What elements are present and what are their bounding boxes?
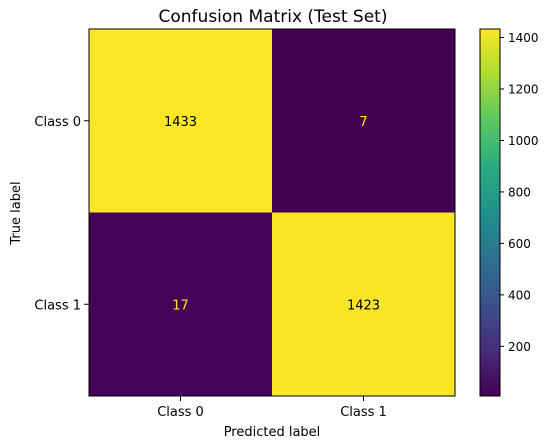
colorbar-tick-label: 1200	[508, 82, 539, 96]
cell-value-label: 7	[359, 115, 367, 130]
colorbar-tick-label: 200	[508, 340, 531, 354]
cell-value-label: 1433	[164, 115, 197, 130]
cell-value-label: 1423	[347, 298, 380, 313]
x-tick-label: Class 1	[340, 405, 387, 420]
colorbar	[479, 28, 501, 397]
y-tick-label: Class 0	[34, 115, 81, 130]
x-axis-ticks: Class 0 Class 1	[157, 396, 387, 420]
y-axis-ticks: Class 0 Class 1	[34, 115, 89, 313]
y-tick-label: Class 1	[34, 298, 81, 313]
heatmap-cell	[272, 29, 456, 213]
plot-frame	[88, 28, 456, 397]
x-tick-label: Class 0	[157, 405, 204, 420]
colorbar-tick-label: 1000	[508, 134, 539, 148]
colorbar-tick-label: 400	[508, 288, 531, 302]
colorbar-tick-label: 800	[508, 185, 531, 199]
heatmap-cell	[272, 212, 456, 397]
colorbar-tick-label: 600	[508, 237, 531, 251]
colorbar-tick-label: 1400	[508, 31, 539, 45]
colorbar-ticks: 200 400 600 800 1000 1200 1400	[500, 31, 539, 354]
heatmap-cells: 1433 7 17 1423	[89, 29, 456, 397]
chart-title: Confusion Matrix (Test Set)	[159, 7, 388, 27]
y-axis-label: True label	[9, 181, 24, 245]
heatmap-cell	[89, 29, 273, 213]
cell-value-label: 17	[172, 298, 189, 313]
x-axis-label: Predicted label	[224, 425, 321, 440]
heatmap-cell	[89, 212, 273, 397]
